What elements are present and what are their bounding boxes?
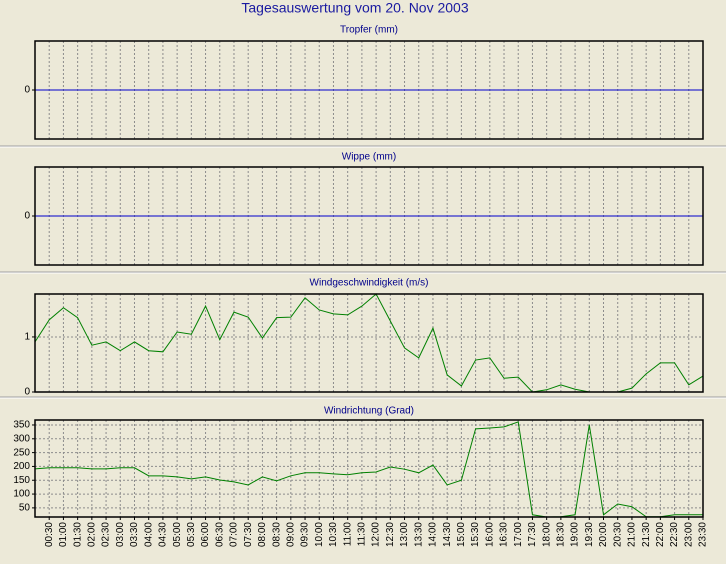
plot-frame — [34, 419, 704, 518]
x-tick-label: 04:00 — [143, 522, 154, 547]
plot-frame — [34, 293, 704, 393]
x-tick-label: 23:00 — [683, 522, 694, 547]
x-tick-label: 04:30 — [158, 522, 169, 547]
x-tick-label: 14:30 — [442, 522, 453, 547]
panel-title: Windgeschwindigkeit (m/s) — [310, 278, 429, 289]
x-tick-label: 18:00 — [541, 522, 552, 547]
x-tick-label: 05:30 — [186, 522, 197, 547]
x-tick-label: 20:00 — [598, 522, 609, 547]
x-tick-label: 22:30 — [669, 522, 680, 547]
x-tick-label: 00:30 — [44, 522, 55, 547]
x-tick-label: 16:30 — [499, 522, 510, 547]
x-tick-label: 22:00 — [655, 522, 666, 547]
x-tick-label: 07:00 — [229, 522, 240, 547]
x-tick-label: 21:30 — [641, 522, 652, 547]
x-tick-label: 23:30 — [698, 522, 709, 547]
x-tick-label: 10:00 — [314, 522, 325, 547]
x-tick-label: 02:30 — [101, 522, 112, 547]
y-tick-label: 100 — [13, 489, 30, 500]
x-tick-label: 01:30 — [72, 522, 83, 547]
x-tick-label: 19:30 — [584, 522, 595, 547]
x-tick-label: 16:00 — [484, 522, 495, 547]
x-tick-label: 12:00 — [371, 522, 382, 547]
x-tick-label: 05:00 — [172, 522, 183, 547]
y-tick-label: 250 — [13, 447, 30, 458]
y-tick-label: 1 — [24, 332, 30, 343]
y-tick-label: 350 — [13, 420, 30, 431]
x-tick-label: 09:30 — [300, 522, 311, 547]
x-tick-label: 11:00 — [342, 522, 353, 547]
x-tick-label: 02:00 — [86, 522, 97, 547]
y-tick-label: 0 — [24, 85, 30, 96]
x-tick-label: 09:00 — [285, 522, 296, 547]
x-tick-label: 07:30 — [243, 522, 254, 547]
plot-frame — [34, 40, 704, 140]
y-tick-label: 0 — [24, 211, 30, 222]
y-tick-label: 50 — [19, 503, 31, 514]
x-tick-label: 03:30 — [129, 522, 140, 547]
x-tick-label: 20:30 — [612, 522, 623, 547]
page-title: Tagesauswertung vom 20. Nov 2003 — [241, 0, 468, 16]
x-tick-label: 01:00 — [58, 522, 69, 547]
plot-frame — [34, 166, 704, 266]
x-tick-label: 19:00 — [570, 522, 581, 547]
x-tick-label: 15:30 — [470, 522, 481, 547]
x-tick-label: 06:00 — [200, 522, 211, 547]
panel-title: Tropfer (mm) — [340, 25, 398, 36]
x-tick-label: 08:30 — [271, 522, 282, 547]
x-tick-label: 14:00 — [428, 522, 439, 547]
x-tick-label: 13:00 — [399, 522, 410, 547]
x-tick-label: 06:30 — [214, 522, 225, 547]
x-tick-label: 11:30 — [357, 522, 368, 547]
y-tick-label: 0 — [24, 387, 30, 398]
y-tick-label: 150 — [13, 475, 30, 486]
panel-title: Windrichtung (Grad) — [324, 406, 414, 417]
x-tick-label: 21:00 — [627, 522, 638, 547]
x-tick-label: 12:30 — [385, 522, 396, 547]
panel-title: Wippe (mm) — [342, 152, 396, 163]
x-tick-label: 15:00 — [456, 522, 467, 547]
x-tick-label: 03:00 — [115, 522, 126, 547]
y-tick-label: 300 — [13, 433, 30, 444]
x-tick-label: 17:30 — [527, 522, 538, 547]
x-tick-label: 08:00 — [257, 522, 268, 547]
x-tick-label: 13:30 — [413, 522, 424, 547]
x-tick-label: 10:30 — [328, 522, 339, 547]
y-tick-label: 200 — [13, 461, 30, 472]
x-tick-label: 18:30 — [556, 522, 567, 547]
x-tick-label: 17:00 — [513, 522, 524, 547]
data-line — [34, 421, 703, 518]
